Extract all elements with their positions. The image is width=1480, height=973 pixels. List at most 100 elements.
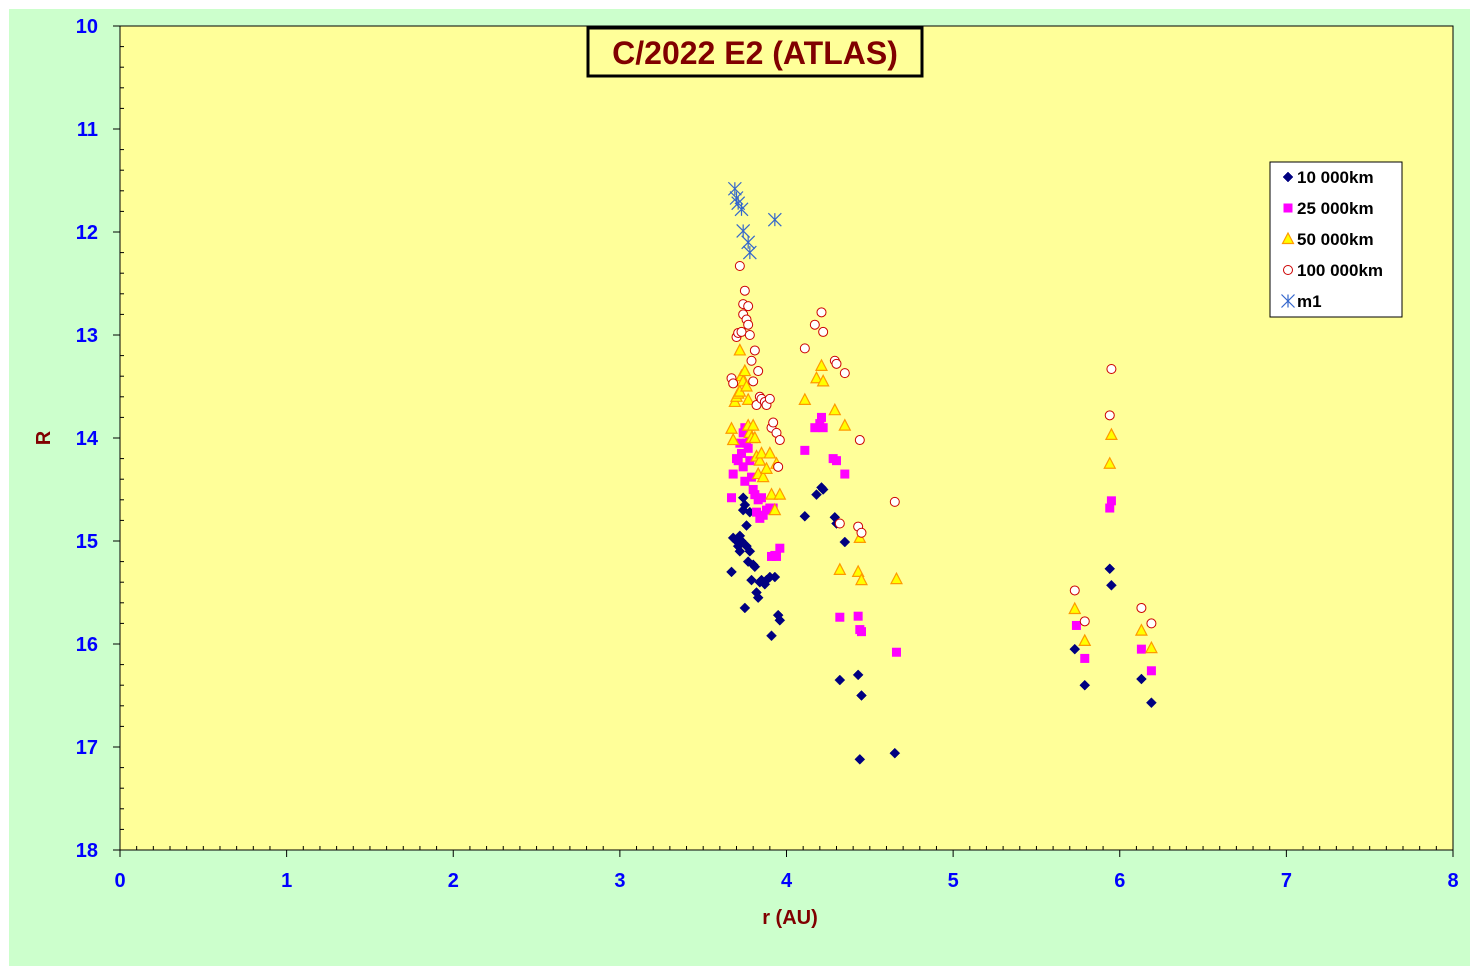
data-point — [743, 301, 754, 312]
data-point — [834, 674, 846, 686]
y-tick-label: 12 — [76, 222, 98, 244]
data-point — [853, 611, 863, 621]
data-point — [740, 379, 754, 392]
data-point — [746, 574, 757, 586]
data-point — [1281, 294, 1295, 308]
data-point — [1078, 633, 1092, 647]
data-point — [750, 490, 760, 500]
y-axis: 10 11 12 13 14 15 16 17 18 — [76, 16, 124, 862]
data-point — [746, 418, 760, 431]
data-point — [828, 402, 842, 416]
data-point — [727, 181, 742, 196]
data-point — [743, 319, 754, 330]
data-point — [763, 446, 777, 459]
data-point — [769, 571, 781, 583]
y-tick-label: 16 — [76, 634, 98, 656]
data-point — [1146, 666, 1156, 676]
data-point — [1144, 640, 1158, 654]
data-point — [738, 462, 748, 472]
data-point — [757, 493, 767, 503]
data-point — [810, 370, 823, 384]
data-point — [726, 566, 737, 578]
series-10-000km — [726, 482, 1157, 765]
data-point — [817, 484, 829, 495]
data-point — [856, 527, 867, 538]
data-point — [889, 747, 901, 759]
data-point — [1106, 579, 1117, 591]
data-point — [768, 417, 779, 428]
x-tick-label: 4 — [781, 870, 793, 892]
legend-label: m1 — [1297, 292, 1322, 311]
data-point — [746, 355, 757, 366]
data-point — [734, 545, 746, 557]
data-point — [737, 448, 747, 458]
data-point — [733, 343, 747, 356]
data-point — [814, 358, 828, 371]
legend-item: m1 — [1281, 292, 1322, 311]
y-axis-title: R — [33, 430, 55, 445]
x-tick-label: 6 — [1114, 870, 1125, 892]
data-point — [1134, 623, 1148, 636]
x-axis: 0 1 2 3 4 5 6 7 8 — [114, 846, 1459, 892]
data-point — [889, 571, 903, 585]
data-point — [739, 285, 750, 296]
data-point — [736, 326, 747, 337]
data-point — [839, 368, 850, 379]
y-tick-label: 17 — [76, 737, 98, 759]
data-point — [818, 423, 828, 433]
data-point — [733, 456, 743, 466]
data-point — [775, 543, 785, 553]
data-point — [734, 260, 745, 271]
data-point — [1136, 602, 1147, 613]
data-point — [809, 319, 820, 330]
data-point — [1104, 563, 1116, 575]
data-point — [747, 472, 757, 482]
legend-item: 10 000km — [1282, 168, 1374, 187]
data-point — [745, 456, 755, 466]
legend-item: 50 000km — [1281, 230, 1374, 249]
data-point — [800, 445, 810, 455]
data-point — [755, 446, 768, 459]
data-point — [742, 245, 757, 260]
data-point — [839, 536, 851, 548]
data-point — [1283, 265, 1293, 275]
data-point — [756, 469, 770, 483]
data-point — [726, 432, 740, 446]
data-point — [1079, 679, 1091, 691]
data-point — [816, 374, 830, 387]
data-point — [854, 572, 868, 586]
data-point — [833, 562, 847, 575]
x-tick-label: 0 — [114, 870, 125, 892]
x-axis-title: r (AU) — [762, 907, 818, 929]
data-point — [831, 358, 842, 369]
data-point — [1283, 203, 1293, 213]
x-tick-label: 2 — [448, 870, 459, 892]
data-point — [889, 496, 900, 507]
data-point — [840, 469, 850, 479]
chart-title-box: C/2022 E2 (ATLAS) — [586, 26, 924, 78]
data-point — [1080, 653, 1090, 663]
series-100-000km — [726, 260, 1157, 629]
data-point — [742, 438, 752, 448]
data-point — [764, 393, 775, 404]
data-point — [1106, 496, 1116, 506]
data-point — [752, 507, 762, 517]
data-point — [753, 453, 767, 466]
data-point — [748, 430, 762, 444]
data-point — [816, 412, 826, 422]
data-point — [856, 690, 867, 701]
data-point — [734, 202, 749, 217]
chart-title: C/2022 E2 (ATLAS) — [612, 35, 898, 71]
data-point — [740, 476, 750, 486]
legend-label: 50 000km — [1297, 230, 1374, 249]
y-tick-label: 14 — [76, 428, 99, 450]
y-tick-label: 13 — [76, 325, 98, 347]
legend-item: 100 000km — [1283, 261, 1383, 280]
data-point — [727, 493, 737, 503]
data-point — [774, 614, 786, 626]
y-tick-label: 11 — [77, 119, 98, 141]
data-point — [1071, 620, 1081, 630]
data-point — [1282, 171, 1294, 183]
legend-label: 10 000km — [1297, 168, 1374, 187]
data-point — [725, 421, 739, 434]
